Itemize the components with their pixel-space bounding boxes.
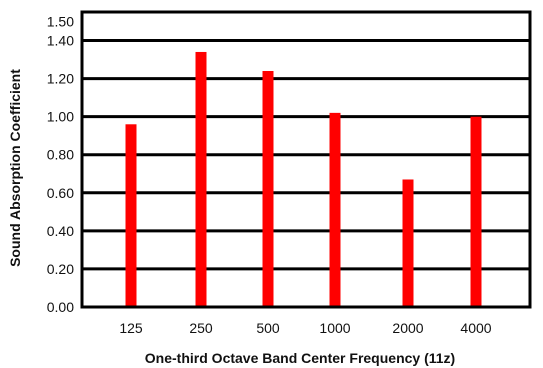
bar-2000 bbox=[402, 179, 414, 307]
y-tick-label: 1.50 bbox=[47, 14, 74, 30]
x-tick-label: 4000 bbox=[460, 320, 491, 336]
x-tick-label: 125 bbox=[119, 320, 143, 336]
plot-frame bbox=[80, 10, 532, 309]
y-tick-label: 0.60 bbox=[47, 185, 74, 201]
x-tick-label: 500 bbox=[256, 320, 280, 336]
x-tick-label: 1000 bbox=[319, 320, 350, 336]
y-axis-title: Sound Absorption Coefficient bbox=[7, 69, 23, 267]
x-tick-label: 250 bbox=[189, 320, 213, 336]
bar-1000 bbox=[329, 112, 341, 307]
y-tick-label: 1.40 bbox=[47, 33, 74, 49]
x-tick-label: 2000 bbox=[392, 320, 423, 336]
bar-500 bbox=[262, 71, 274, 307]
y-tick-label: 0.80 bbox=[47, 147, 74, 163]
y-tick-labels: 0.00 0.20 0.40 0.60 0.80 1.00 1.20 1.40 1.50 bbox=[47, 14, 74, 315]
plot-border bbox=[80, 10, 532, 309]
y-tick-label: 1.20 bbox=[47, 71, 74, 87]
y-tick-label: 0.40 bbox=[47, 223, 74, 239]
bar-4000 bbox=[470, 116, 482, 307]
bar-250 bbox=[195, 51, 207, 307]
gridlines bbox=[82, 39, 530, 271]
x-tick-labels: 125 250 500 1000 2000 4000 bbox=[119, 320, 491, 336]
y-tick-label: 0.20 bbox=[47, 261, 74, 277]
bar-series bbox=[125, 51, 482, 308]
y-tick-label: 1.00 bbox=[47, 109, 74, 125]
bar-125 bbox=[125, 124, 137, 308]
x-axis-title: One-third Octave Band Center Frequency (… bbox=[145, 350, 455, 366]
y-tick-label: 0.00 bbox=[47, 299, 74, 315]
